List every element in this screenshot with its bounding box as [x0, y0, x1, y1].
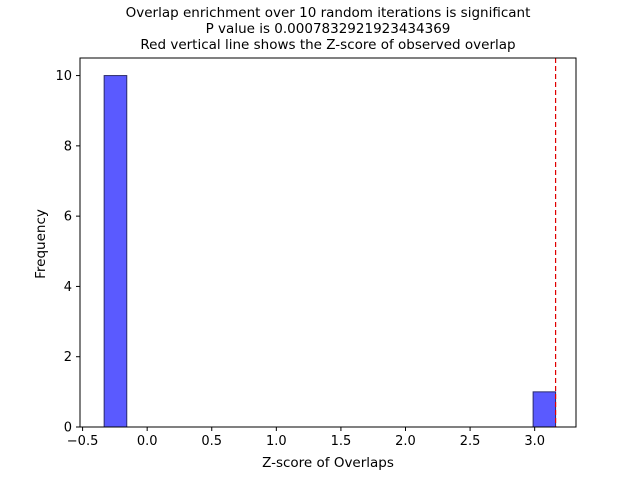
- title-line-1: Overlap enrichment over 10 random iterat…: [126, 5, 531, 21]
- histogram-bar-1: [103, 75, 128, 428]
- y-tick-label: 4: [64, 280, 72, 295]
- x-tick-label: 2.5: [460, 434, 481, 449]
- x-tick-label: 1.0: [266, 434, 287, 449]
- title-line-3: Red vertical line shows the Z-score of o…: [140, 37, 515, 53]
- x-axis-label: Z-score of Overlaps: [262, 455, 394, 471]
- y-tick-label: 2: [64, 350, 72, 365]
- x-tick-label: 0.5: [201, 434, 222, 449]
- chart-title: Overlap enrichment over 10 random iterat…: [126, 5, 531, 53]
- y-tick-label: 10: [55, 69, 72, 84]
- plot-area: −0.5 0.0 0.5 1.0 1.5 2.0 2.5 3.0 0 2 4 6 8 10: [55, 57, 577, 449]
- x-tick-label: 3.0: [524, 434, 545, 449]
- plot-frame: [79, 57, 577, 428]
- x-tick-label: 2.0: [395, 434, 416, 449]
- y-tick-label: 8: [64, 139, 72, 154]
- y-tick-label: 0: [64, 421, 72, 436]
- y-axis-label: Frequency: [33, 209, 49, 279]
- title-line-2: P value is 0.0007832921923434369: [206, 21, 451, 37]
- x-tick-label: 1.5: [331, 434, 352, 449]
- y-tick-label: 6: [64, 210, 72, 225]
- x-tick-label: 0.0: [137, 434, 158, 449]
- x-tick-label: −0.5: [67, 434, 99, 449]
- histogram-bar-2: [532, 391, 557, 428]
